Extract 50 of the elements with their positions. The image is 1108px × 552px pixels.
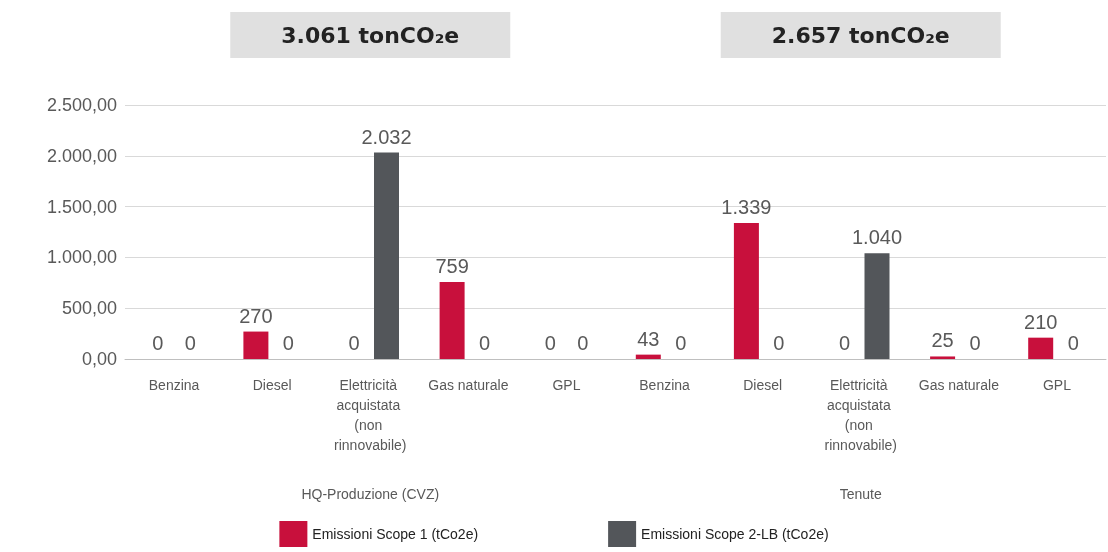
x-tick-label: Diesel [743, 377, 783, 393]
bar [930, 356, 956, 359]
y-tick-label: 1.000,00 [46, 247, 117, 268]
y-tick-label: 1.500,00 [46, 196, 117, 217]
x-tick-label: Diesel [252, 377, 292, 393]
data-label: 0 [675, 332, 687, 354]
legend-label: Emissioni Scope 1 (tCo2e) [312, 526, 479, 542]
data-label: 2.032 [361, 125, 412, 148]
bar [374, 152, 399, 359]
y-tick-label: 2.000,00 [46, 145, 117, 166]
data-label: 759 [435, 254, 469, 277]
bar [1028, 337, 1054, 359]
data-label: 0 [152, 332, 164, 354]
x-tick-label: Elettricità acquistata (non rinnovabile) [824, 377, 897, 453]
data-label: 0 [773, 332, 785, 354]
data-label: 43 [637, 327, 660, 350]
text: HQ-Produzione (CVZ) [301, 486, 440, 502]
text: 3.061 tonCO₂e [281, 22, 460, 48]
bar [439, 281, 465, 359]
x-tick-label: Benzina [639, 377, 691, 393]
data-label: 0 [838, 332, 851, 354]
data-label: 1.040 [851, 226, 903, 249]
bar [243, 331, 269, 359]
x-tick-label: Gas naturale [428, 377, 509, 393]
y-tick-label: 2.500,00 [46, 95, 117, 115]
bar [864, 253, 890, 359]
data-label: 270 [239, 304, 273, 327]
x-tick-label: Gas naturale [918, 377, 1000, 393]
bar [733, 222, 759, 359]
text: Tenute [839, 486, 882, 502]
x-tick-label: GPL [1042, 377, 1072, 393]
legend-label: Emissioni Scope 2-LB (tCo2e) [641, 526, 829, 542]
bar [635, 354, 661, 359]
text: 2.657 tonCO₂e [771, 22, 950, 48]
x-tick-label: Benzina [148, 377, 200, 393]
y-tick-label: 500,00 [61, 298, 117, 319]
data-label: 0 [1067, 332, 1079, 354]
data-label: 210 [1024, 310, 1058, 333]
data-label: 0 [577, 332, 589, 354]
x-tick-label: GPL [552, 377, 581, 393]
data-label: 0 [544, 332, 556, 354]
y-tick-label: 0,00 [81, 349, 117, 369]
data-label: 0 [479, 332, 491, 354]
data-label: 0 [184, 332, 196, 354]
data-label: 0 [348, 332, 360, 354]
data-label: 25 [931, 329, 954, 352]
x-tick-label: Elettricità acquistata (non rinnovabile) [334, 377, 407, 453]
data-label: 0 [969, 332, 981, 354]
data-label: 1.339 [721, 195, 772, 218]
data-label: 0 [282, 332, 294, 354]
